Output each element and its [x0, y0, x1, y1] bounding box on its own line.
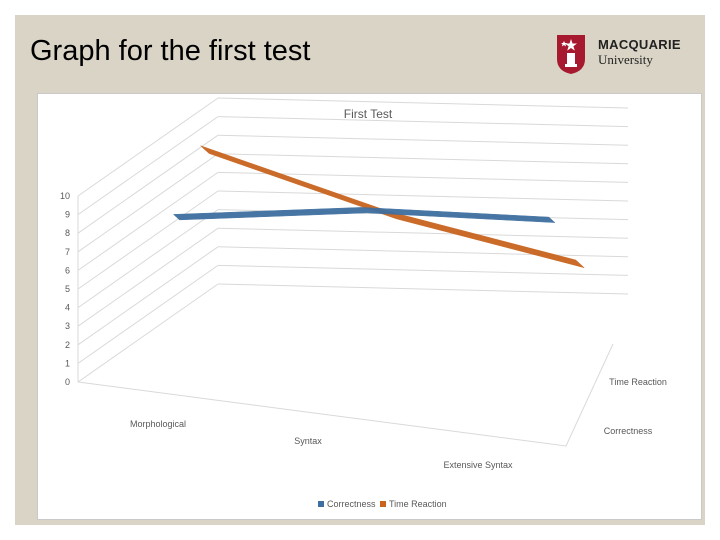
legend-swatch [380, 501, 386, 507]
grid-line-left [77, 283, 219, 383]
depth-label: Correctness [604, 426, 653, 436]
grid-line-left [77, 97, 219, 197]
grid-line-back [217, 190, 629, 202]
legend-label: Correctness [327, 499, 376, 509]
series-ribbon-time-reaction [200, 145, 585, 268]
grid-line-left [77, 227, 219, 327]
y-axis-ticks: 0 1 2 3 4 5 6 7 8 9 10 [60, 191, 70, 387]
y-tick-label: 10 [60, 191, 70, 201]
logo-subname: University [598, 52, 653, 67]
y-tick-label: 4 [65, 303, 70, 313]
grid-line-back [217, 283, 629, 295]
y-tick-label: 3 [65, 321, 70, 331]
grid-line-back [217, 246, 629, 258]
grid-line-left [77, 190, 219, 290]
category-label: Syntax [294, 436, 322, 446]
legend-label: Time Reaction [389, 499, 447, 509]
series-ribbon-correctness [172, 207, 556, 223]
depth-label: Time Reaction [609, 377, 667, 387]
grid-line-back [217, 171, 629, 183]
y-tick-label: 2 [65, 340, 70, 350]
category-label: Extensive Syntax [443, 460, 513, 470]
y-tick-label: 1 [65, 358, 70, 368]
chart-title: First Test [344, 107, 393, 121]
y-tick-label: 7 [65, 247, 70, 257]
macquarie-logo: MACQUARIE University [555, 33, 700, 75]
grid-line-left [77, 134, 219, 234]
y-tick-label: 0 [65, 377, 70, 387]
grid-line-left [77, 209, 219, 309]
y-tick-label: 5 [65, 284, 70, 294]
grid-line-back [217, 97, 629, 109]
category-labels: Morphological Syntax Extensive Syntax [130, 419, 513, 470]
series-ribbons [172, 145, 585, 268]
floor-edge [77, 343, 614, 447]
grid-line-back [217, 153, 629, 165]
grid-line-left [77, 171, 219, 271]
slide-background: Graph for the first test MACQUARIE Unive… [15, 15, 705, 525]
grid-line-back [217, 264, 629, 276]
grid-line-back [217, 227, 629, 239]
logo-name: MACQUARIE [598, 37, 681, 52]
grid-line-back [217, 134, 629, 146]
grid-line-left [77, 264, 219, 364]
y-tick-label: 6 [65, 265, 70, 275]
chart-svg: First Test 0 1 2 3 4 5 6 7 8 9 10 Morphological Syn… [60, 97, 667, 509]
depth-labels: Time Reaction Correctness [604, 377, 667, 436]
grid-line-left [77, 116, 219, 216]
university-crest-icon [557, 35, 585, 74]
legend-swatch [318, 501, 324, 507]
slide-title: Graph for the first test [30, 35, 311, 67]
grid-line-left [77, 246, 219, 346]
chart-legend: Correctness Time Reaction [318, 499, 447, 509]
category-label: Morphological [130, 419, 186, 429]
chart-frame: First Test 0 1 2 3 4 5 6 7 8 9 10 Morphological Syn… [37, 93, 702, 520]
grid-line-left [77, 153, 219, 253]
chart-grid [77, 97, 629, 447]
y-tick-label: 8 [65, 228, 70, 238]
y-tick-label: 9 [65, 210, 70, 220]
grid-line-back [217, 116, 629, 128]
